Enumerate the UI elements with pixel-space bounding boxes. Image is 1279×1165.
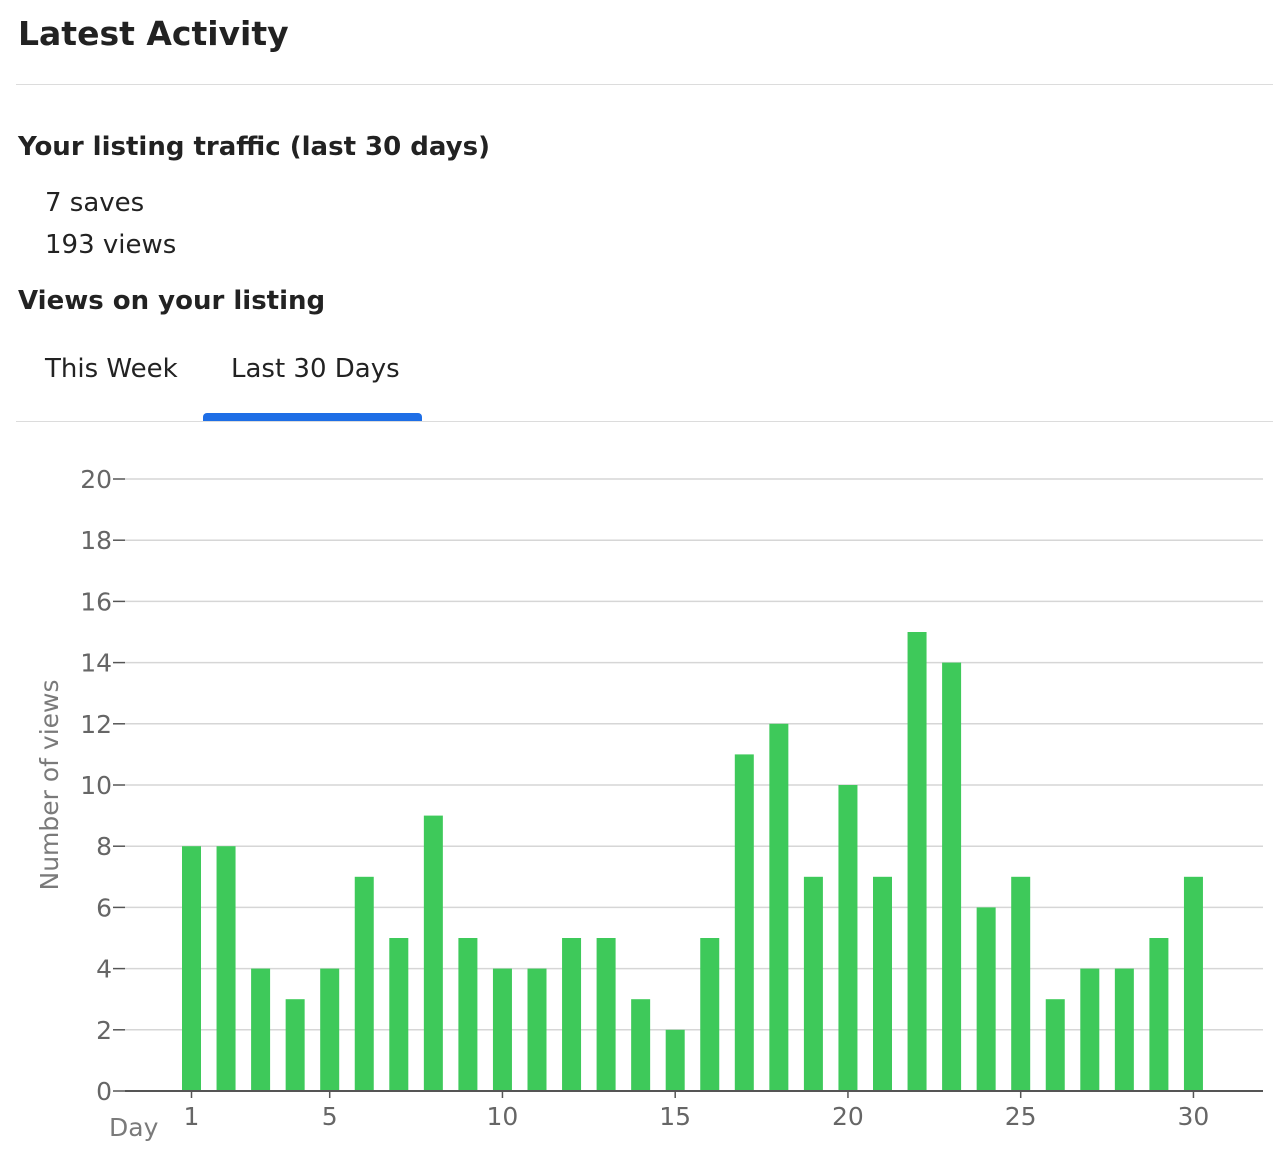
header-divider xyxy=(16,84,1273,85)
views-count: 193 views xyxy=(45,230,177,260)
x-axis-title: Day xyxy=(109,1113,159,1142)
bar xyxy=(423,815,443,1091)
traffic-title: Your listing traffic (last 30 days) xyxy=(18,132,490,162)
bar xyxy=(907,632,927,1091)
bar xyxy=(216,846,236,1091)
views-section-title: Views on your listing xyxy=(18,286,326,316)
y-tick-label: 6 xyxy=(96,893,112,922)
active-tab-indicator xyxy=(203,413,422,421)
x-tick-label: 1 xyxy=(184,1102,200,1131)
bar xyxy=(285,999,305,1091)
bar xyxy=(320,968,340,1091)
tab-this-week[interactable]: This Week xyxy=(45,354,178,384)
bar xyxy=(596,938,616,1091)
bar xyxy=(838,785,858,1091)
bar xyxy=(1045,999,1065,1091)
x-tick-label: 30 xyxy=(1178,1102,1210,1131)
bar xyxy=(1183,876,1203,1091)
y-tick-label: 8 xyxy=(96,832,112,861)
bar xyxy=(1149,938,1169,1091)
bar xyxy=(700,938,720,1091)
bar xyxy=(182,846,201,1091)
y-tick-label: 10 xyxy=(80,771,112,800)
x-tick-label: 10 xyxy=(487,1102,519,1131)
bar xyxy=(734,754,754,1091)
y-tick-label: 0 xyxy=(96,1077,112,1106)
bar xyxy=(1080,968,1100,1091)
bar xyxy=(251,968,271,1091)
x-tick-label: 20 xyxy=(832,1102,864,1131)
bar xyxy=(1011,876,1031,1091)
bar xyxy=(769,723,789,1091)
y-tick-label: 14 xyxy=(80,649,112,678)
y-tick-label: 18 xyxy=(80,526,112,555)
bar xyxy=(389,938,409,1091)
bar xyxy=(803,876,823,1091)
y-tick-label: 20 xyxy=(80,465,112,494)
bar xyxy=(665,1029,685,1091)
bar xyxy=(873,876,892,1091)
bar xyxy=(458,938,478,1091)
y-axis-title: Number of views xyxy=(35,679,64,890)
bar xyxy=(631,999,651,1091)
bar xyxy=(1114,968,1134,1091)
x-tick-label: 25 xyxy=(1005,1102,1037,1131)
bar xyxy=(562,938,582,1091)
bar xyxy=(354,876,374,1091)
bar xyxy=(527,968,547,1091)
x-tick-label: 5 xyxy=(322,1102,338,1131)
y-tick-label: 12 xyxy=(80,710,112,739)
saves-count: 7 saves xyxy=(45,188,145,218)
bar xyxy=(492,968,512,1091)
tab-last-30-days[interactable]: Last 30 Days xyxy=(231,354,400,384)
bar xyxy=(976,907,996,1091)
y-tick-label: 4 xyxy=(96,955,112,984)
y-tick-label: 2 xyxy=(96,1016,112,1045)
y-tick-label: 16 xyxy=(80,587,112,616)
x-tick-label: 15 xyxy=(659,1102,691,1131)
tabs-divider xyxy=(16,421,1273,422)
page-title: Latest Activity xyxy=(18,14,289,53)
bar xyxy=(942,662,962,1091)
